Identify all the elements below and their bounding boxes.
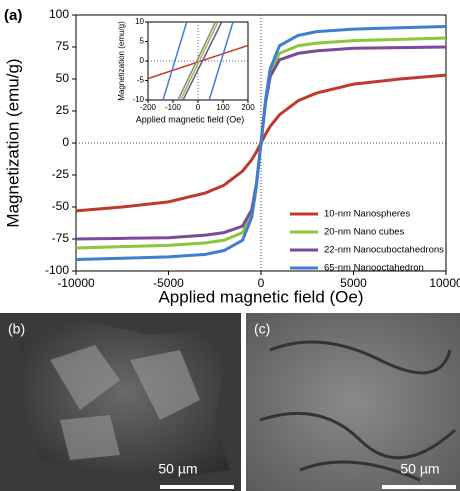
x-axis-title: Applied magnetic field (Oe) [158,287,363,306]
scale-label: 50 µm [158,461,197,477]
inset-y-title: Magnetization (emu/g) [117,21,126,101]
y-axis-title: Magnetization (emu/g) [3,58,22,227]
y-tick-label: 100 [49,7,69,21]
y-tick-label: 25 [56,103,70,117]
y-tick-label: 0 [62,135,69,149]
inset-x-title: Applied magnetic field (Oe) [136,114,245,124]
inset-y-tick-label: 5 [140,37,145,46]
y-tick-label: -50 [52,199,70,213]
scale-bar [160,485,234,489]
x-tick-label: -10000 [57,276,95,290]
inset-line [179,22,219,100]
scale-bar [382,485,456,489]
texture [259,340,457,482]
panel-label: (b) [8,321,25,337]
panel-label: (a) [4,7,22,24]
inset-line [182,22,223,100]
scale-label: 50 µm [400,461,439,477]
inset-line [177,22,217,100]
panel-label: (c) [254,321,270,337]
inset-y-tick-label: -10 [132,95,144,104]
sem-panel-b: (b) 50 µm [0,313,241,491]
cell [50,345,200,460]
inset-y-tick-label: -5 [137,76,145,85]
inset-x-tick-label: -100 [165,103,182,112]
inset-x-tick-label: 200 [241,103,255,112]
sem-panel-c: (c) 50 µm [246,313,460,491]
y-tick-label: -100 [45,263,69,277]
inset-y-tick-label: 10 [135,17,144,26]
legend-label: 10-nm Nanospheres [324,209,410,220]
inset-x-tick-label: 100 [216,103,230,112]
inset-y-tick-label: 0 [140,56,145,65]
y-tick-label: 50 [56,71,70,85]
y-tick-label: 75 [56,39,70,53]
x-tick-label: 0 [258,276,265,290]
inset: -10 -5 0 5 10 -200 -100 0 100 200 Applied magnetic… [112,17,255,129]
legend-label: 22-nm Nanocuboctahedrons [324,245,444,256]
x-tick-label: -5000 [153,276,184,290]
inset-x-tick-label: 0 [196,103,201,112]
y-tick-label: -25 [52,167,70,181]
inset-background [112,17,252,129]
series-line [75,25,447,261]
inset-line [208,22,234,100]
legend-label: 20-nm Nano cubes [324,227,405,238]
x-tick-label: 10000 [429,276,460,290]
y-tick-label: -75 [52,231,70,245]
x-tick-label: 5000 [340,276,367,290]
legend-label: 65-nm Nanooctahedron [324,263,424,274]
inset-line [162,22,188,100]
inset-x-tick-label: -200 [140,103,157,112]
